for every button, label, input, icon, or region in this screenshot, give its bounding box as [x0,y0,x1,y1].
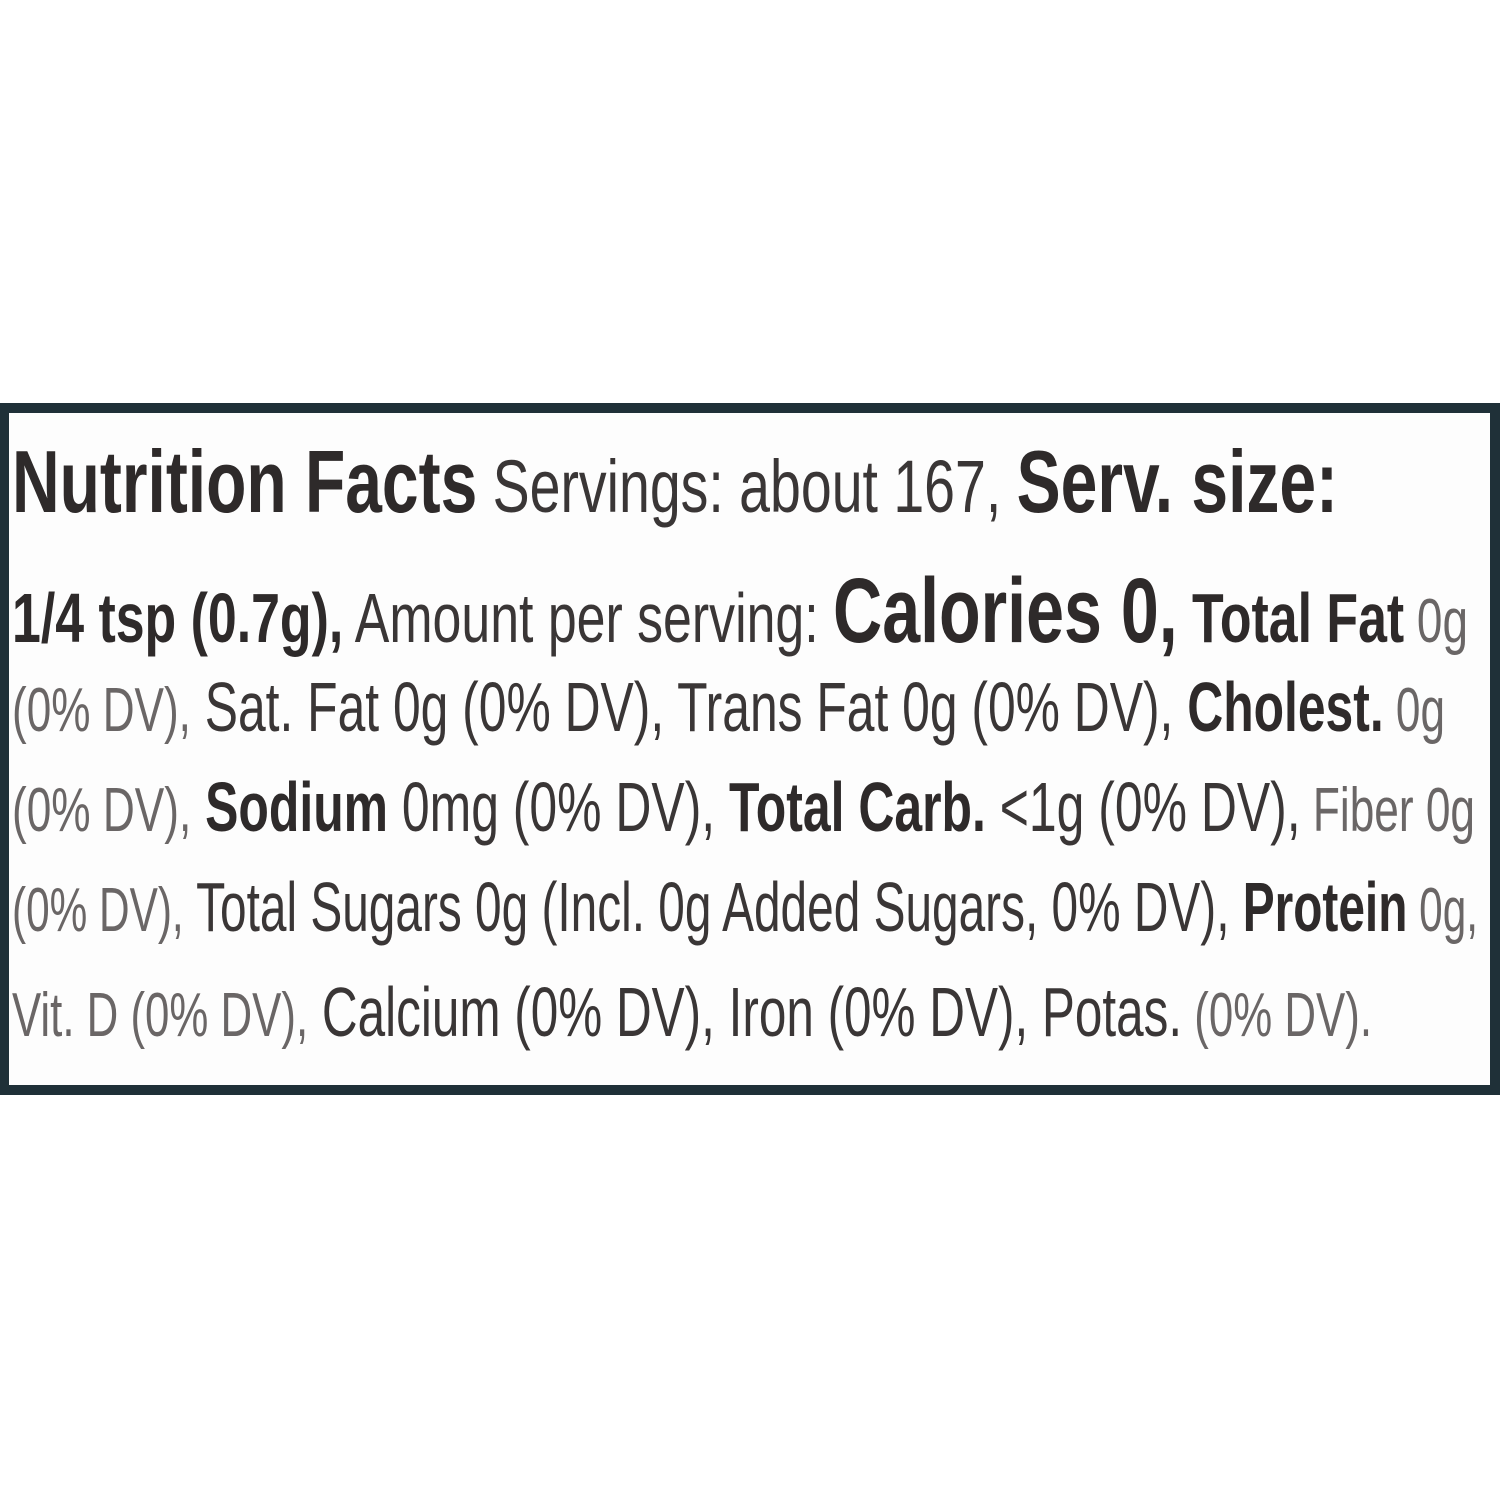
label-line: (0% DV), Sat. Fat 0g (0% DV), Trans Fat … [12,672,1445,742]
label-detail-text: 0g [1383,676,1445,745]
label-heading-text: Protein [1242,868,1408,946]
label-detail-text: (0% DV), [12,876,184,945]
label-detail-text: (0% DV), [12,776,192,845]
label-detail-text: Fiber 0g [1300,776,1475,845]
label-heading-text: 1/4 tsp (0.7g), [12,579,344,657]
label-text: Total Sugars 0g (Incl. 0g Added Sugars, … [183,868,1243,946]
label-text: Sat. Fat 0g (0% DV), Trans Fat 0g (0% DV… [190,668,1188,746]
label-text: Servings: about 167, [477,445,1017,528]
label-detail-text: 0g [1404,587,1468,656]
label-detail-text: (0% DV), [12,676,191,745]
label-heading-text: Serv. size: [1016,432,1338,531]
label-detail-text: 0g, [1407,876,1478,945]
label-line: Vit. D (0% DV), Calcium (0% DV), Iron (0… [12,977,1372,1047]
label-heading-text: Cholest. [1187,668,1384,746]
label-detail-text: Vit. D (0% DV), [12,981,309,1050]
label-text: Calcium (0% DV), Iron (0% DV), Potas. [308,973,1183,1051]
label-heading-text: Total Fat [1177,579,1405,657]
label-heading-text: Calories 0, [833,560,1178,662]
label-text: <1g (0% DV), [985,768,1301,846]
label-heading-text: Sodium [191,768,389,846]
label-heading-text: Total Carb. [729,768,986,846]
label-heading-text: Nutrition Facts [12,432,478,531]
label-line: 1/4 tsp (0.7g), Amount per serving: Calo… [12,565,1468,657]
label-line: (0% DV), Sodium 0mg (0% DV), Total Carb.… [12,772,1475,842]
label-detail-text: (0% DV). [1182,981,1372,1050]
nutrition-facts-panel [9,413,1490,1085]
label-line: Nutrition Facts Servings: about 167, Ser… [12,438,1338,526]
label-text: 0mg (0% DV), [388,768,730,846]
label-text: Amount per serving: [343,579,834,657]
label-line: (0% DV), Total Sugars 0g (Incl. 0g Added… [12,872,1478,942]
